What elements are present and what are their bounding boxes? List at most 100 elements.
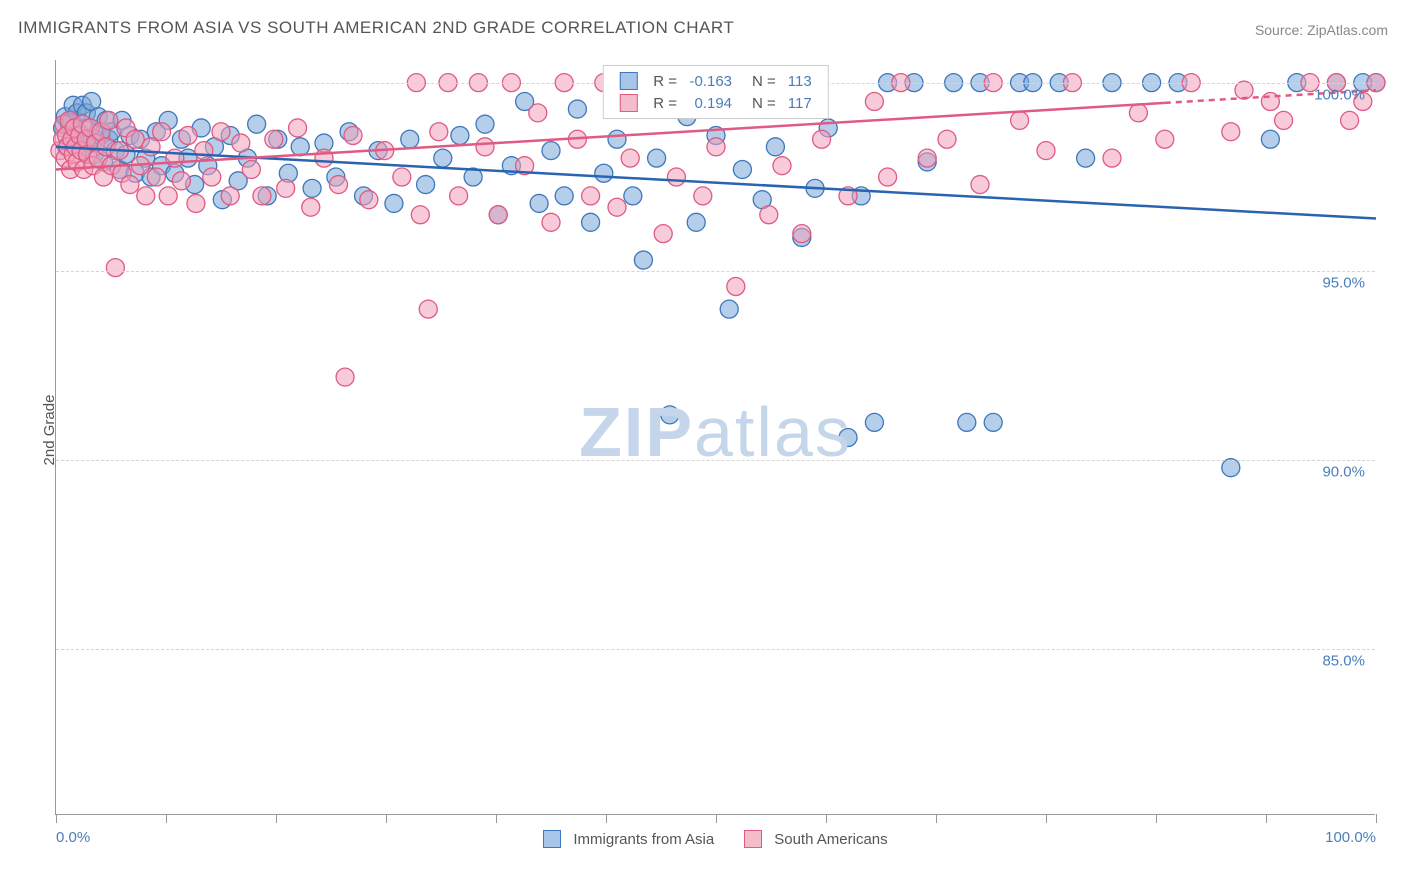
scatter-point-asia xyxy=(530,194,548,212)
x-tick xyxy=(1046,814,1047,823)
scatter-point-south_america xyxy=(450,187,468,205)
scatter-point-south_america xyxy=(277,179,295,197)
scatter-point-south_america xyxy=(1275,111,1293,129)
scatter-point-south_america xyxy=(265,130,283,148)
scatter-point-south_america xyxy=(1103,149,1121,167)
scatter-point-south_america xyxy=(707,138,725,156)
y-tick-label: 95.0% xyxy=(1322,275,1365,292)
scatter-point-south_america xyxy=(879,168,897,186)
scatter-point-asia xyxy=(401,130,419,148)
scatter-point-asia xyxy=(720,300,738,318)
x-tick-label: 100.0% xyxy=(1325,829,1376,846)
source-attribution: Source: ZipAtlas.com xyxy=(1255,22,1388,38)
scatter-point-south_america xyxy=(813,130,831,148)
scatter-point-asia xyxy=(608,130,626,148)
scatter-point-south_america xyxy=(203,168,221,186)
scatter-point-south_america xyxy=(302,198,320,216)
x-tick xyxy=(386,814,387,823)
x-tick-label: 0.0% xyxy=(56,829,90,846)
scatter-point-south_america xyxy=(667,168,685,186)
legend-swatch xyxy=(619,72,637,90)
x-tick xyxy=(826,814,827,823)
x-tick xyxy=(56,814,57,823)
scatter-point-asia xyxy=(555,187,573,205)
scatter-point-south_america xyxy=(179,127,197,145)
scatter-point-south_america xyxy=(195,142,213,160)
legend-bottom: Immigrants from Asia South Americans xyxy=(56,830,1375,848)
scatter-point-asia xyxy=(434,149,452,167)
scatter-point-asia xyxy=(476,115,494,133)
scatter-point-asia xyxy=(634,251,652,269)
scatter-point-asia xyxy=(648,149,666,167)
legend-bottom-item: South Americans xyxy=(744,830,887,848)
x-tick xyxy=(1376,814,1377,823)
scatter-point-south_america xyxy=(153,123,171,141)
scatter-point-south_america xyxy=(971,176,989,194)
x-tick xyxy=(1266,814,1267,823)
scatter-point-south_america xyxy=(242,160,260,178)
legend-top: R =-0.163N =113R =0.194N =117 xyxy=(602,65,828,119)
scatter-point-south_america xyxy=(489,206,507,224)
legend-n-label: N = xyxy=(738,70,782,92)
y-gridline xyxy=(56,460,1375,461)
chart-title: IMMIGRANTS FROM ASIA VS SOUTH AMERICAN 2… xyxy=(18,18,734,38)
scatter-point-south_america xyxy=(100,111,118,129)
scatter-point-asia xyxy=(865,413,883,431)
y-tick-label: 100.0% xyxy=(1314,86,1365,103)
x-tick xyxy=(276,814,277,823)
scatter-point-south_america xyxy=(121,176,139,194)
scatter-point-south_america xyxy=(172,172,190,190)
scatter-point-south_america xyxy=(865,93,883,111)
scatter-point-asia xyxy=(839,429,857,447)
scatter-point-south_america xyxy=(918,149,936,167)
scatter-point-asia xyxy=(958,413,976,431)
scatter-point-south_america xyxy=(411,206,429,224)
scatter-point-asia xyxy=(984,413,1002,431)
scatter-point-south_america xyxy=(529,104,547,122)
scatter-point-south_america xyxy=(1129,104,1147,122)
x-tick xyxy=(496,814,497,823)
x-tick xyxy=(606,814,607,823)
scatter-point-asia xyxy=(766,138,784,156)
scatter-point-asia xyxy=(733,160,751,178)
scatter-point-south_america xyxy=(542,213,560,231)
scatter-point-asia xyxy=(595,164,613,182)
scatter-point-asia xyxy=(417,176,435,194)
scatter-point-south_america xyxy=(608,198,626,216)
legend-swatch xyxy=(619,94,637,112)
y-gridline xyxy=(56,649,1375,650)
scatter-point-asia xyxy=(385,194,403,212)
scatter-point-south_america xyxy=(419,300,437,318)
scatter-point-south_america xyxy=(344,127,362,145)
scatter-point-asia xyxy=(542,142,560,160)
legend-n-label: N = xyxy=(738,92,782,114)
x-tick xyxy=(936,814,937,823)
scatter-point-south_america xyxy=(773,157,791,175)
scatter-point-asia xyxy=(291,138,309,156)
plot-area: ZIPatlas R =-0.163N =113R =0.194N =117 I… xyxy=(55,60,1375,815)
scatter-point-asia xyxy=(1261,130,1279,148)
scatter-point-south_america xyxy=(1341,111,1359,129)
y-tick-label: 90.0% xyxy=(1322,464,1365,481)
scatter-point-asia xyxy=(568,100,586,118)
scatter-point-south_america xyxy=(1156,130,1174,148)
x-tick xyxy=(1156,814,1157,823)
scatter-point-south_america xyxy=(654,225,672,243)
legend-r-label: R = xyxy=(647,70,683,92)
legend-swatch xyxy=(744,830,762,848)
scatter-point-south_america xyxy=(187,194,205,212)
legend-r-value: -0.163 xyxy=(683,70,738,92)
scatter-point-south_america xyxy=(793,225,811,243)
scatter-point-asia xyxy=(582,213,600,231)
scatter-point-south_america xyxy=(621,149,639,167)
scatter-point-asia xyxy=(624,187,642,205)
y-tick-label: 85.0% xyxy=(1322,652,1365,669)
scatter-point-south_america xyxy=(329,176,347,194)
legend-n-value: 113 xyxy=(782,70,818,92)
legend-bottom-item: Immigrants from Asia xyxy=(543,830,714,848)
scatter-point-south_america xyxy=(289,119,307,137)
x-tick xyxy=(166,814,167,823)
scatter-point-south_america xyxy=(1222,123,1240,141)
scatter-point-asia xyxy=(1077,149,1095,167)
scatter-point-asia xyxy=(1222,459,1240,477)
